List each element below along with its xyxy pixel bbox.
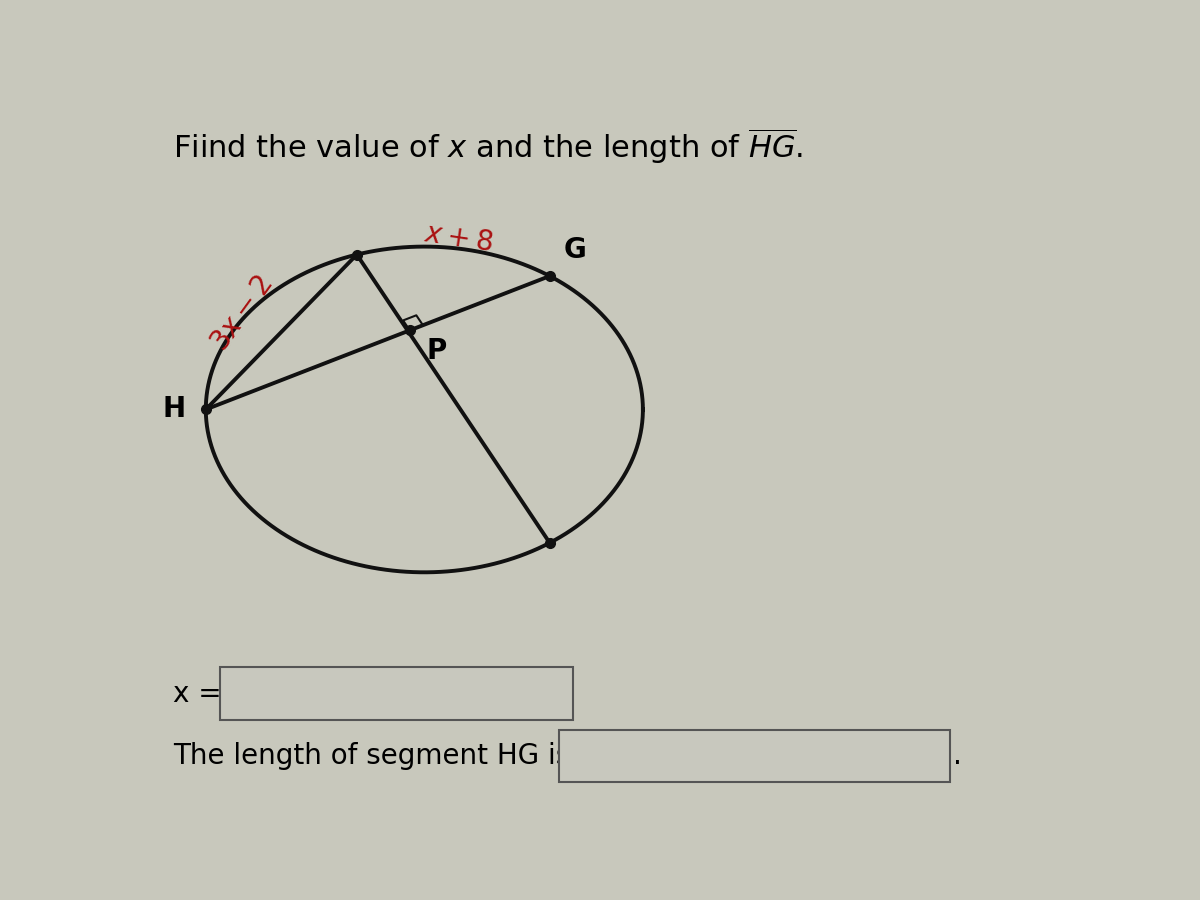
Text: Fiind the value of $x$ and the length of $\overline{HG}$.: Fiind the value of $x$ and the length of…	[173, 126, 804, 166]
FancyBboxPatch shape	[559, 730, 950, 782]
Text: P: P	[426, 338, 446, 365]
Text: $x+8$: $x+8$	[422, 219, 494, 256]
FancyBboxPatch shape	[220, 667, 574, 720]
Text: H: H	[162, 395, 185, 424]
Text: .: .	[953, 742, 961, 770]
Text: x =: x =	[173, 680, 222, 707]
Text: G: G	[564, 236, 587, 264]
Text: $3x-2$: $3x-2$	[205, 271, 278, 356]
Text: The length of segment HG is: The length of segment HG is	[173, 742, 570, 770]
